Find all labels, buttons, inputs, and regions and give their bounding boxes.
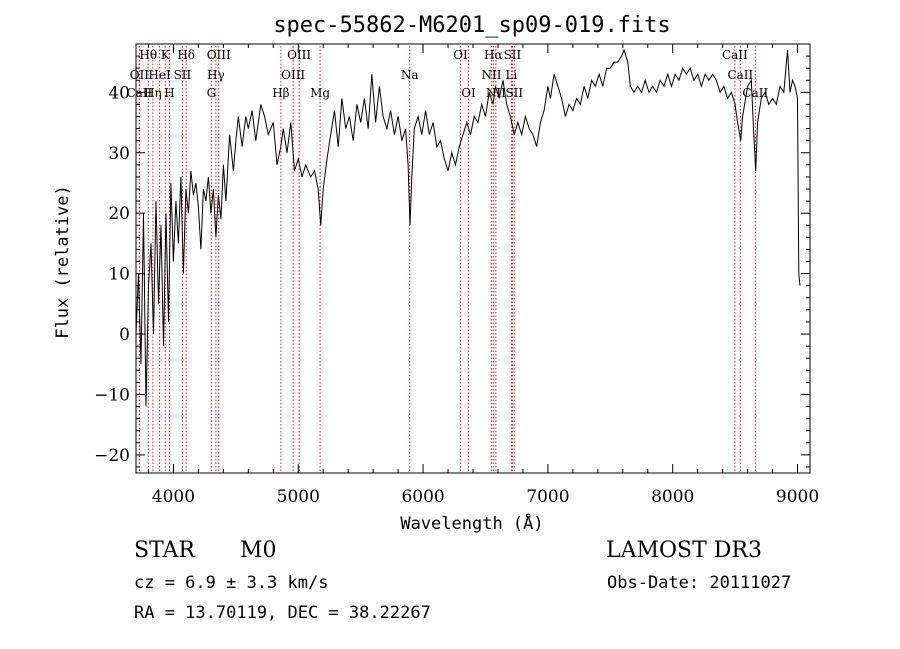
y-axis: −20 −10 0 10 20 30 40 (94, 55, 810, 468)
y-tick-label: 40 (108, 83, 130, 103)
chart-title: spec-55862-M6201_sp09-019.fits (273, 13, 670, 38)
line-marker-label: Hδ (177, 48, 195, 62)
line-marker-label: OIII (287, 48, 311, 62)
line-marker-label: K (161, 48, 171, 62)
x-tick-label: 4000 (152, 487, 195, 507)
line-marker-label: OIII (281, 68, 305, 82)
y-tick-label: 0 (119, 325, 130, 345)
x-axis-label: Wavelength (Å) (400, 512, 543, 534)
x-tick-label: 7000 (526, 487, 569, 507)
line-marker-label: Hα (484, 48, 503, 62)
y-tick-label: −10 (94, 385, 130, 405)
plot-frame (135, 43, 811, 474)
y-tick-label: −20 (94, 446, 130, 466)
spectrum-series-group (135, 48, 801, 407)
line-marker-label: SII (174, 68, 192, 82)
line-marker-group (138, 46, 756, 473)
y-tick-label: 20 (108, 204, 130, 224)
line-marker-label: Hθ (139, 48, 157, 62)
line-marker-label: CaII (126, 86, 152, 100)
line-marker-label: Hγ (207, 68, 225, 82)
line-marker-label: NII (481, 68, 501, 82)
line-marker-label: Hη (144, 86, 162, 100)
line-marker-label: SII (504, 48, 522, 62)
y-tick-label: 10 (108, 265, 130, 285)
line-marker-label: OI (461, 86, 476, 100)
line-marker-label: OII (130, 68, 150, 82)
observation-date: Obs-Date: 20111027 (607, 573, 792, 593)
line-marker-label: H (164, 86, 174, 100)
line-marker-label: G (207, 86, 217, 100)
line-marker-label: SII (505, 86, 523, 100)
spectrum-line (135, 48, 801, 407)
redshift-velocity: cz = 6.9 ± 3.3 km/s (134, 573, 329, 593)
object-subclass: M0 (240, 538, 277, 563)
line-marker-label: OIII (207, 48, 231, 62)
line-marker-label: Hβ (272, 86, 289, 100)
x-axis: 4000 5000 6000 7000 8000 9000 (147, 44, 819, 507)
survey-name: LAMOST DR3 (606, 538, 762, 563)
line-marker-label: CaII (727, 68, 753, 82)
y-tick-label: 30 (108, 144, 130, 164)
line-marker-label: CaII (722, 48, 748, 62)
line-marker-label: HeI (148, 68, 171, 82)
line-marker-label: Na (401, 68, 419, 82)
line-marker-label: OI (453, 48, 468, 62)
line-marker-label: Li (506, 68, 518, 82)
x-tick-label: 5000 (277, 487, 320, 507)
x-tick-label: 8000 (651, 487, 694, 507)
ra-dec-coordinates: RA = 13.70119, DEC = 38.22267 (134, 603, 431, 623)
y-axis-label: Flux (relative) (53, 185, 73, 339)
object-class: STAR (134, 538, 195, 563)
line-marker-label: Mg (310, 86, 330, 100)
x-tick-label: 9000 (776, 487, 819, 507)
x-tick-label: 6000 (401, 487, 444, 507)
